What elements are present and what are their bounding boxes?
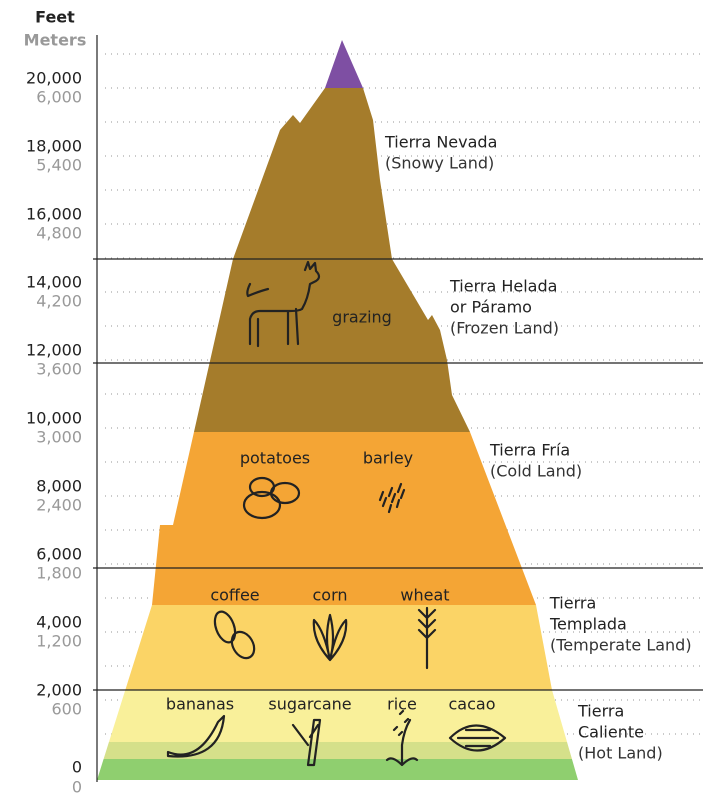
crop-label: grazing [332,308,392,327]
meters-tick-label: 1,200 [36,632,82,651]
meters-tick-label: 4,800 [36,224,82,243]
feet-tick-label: 0 [72,758,82,777]
meters-tick-label: 5,400 [36,156,82,175]
crop-label: wheat [400,586,449,605]
zone-translation: (Temperate Land) [550,636,692,655]
feet-tick-label: 6,000 [36,545,82,564]
meters-tick-label: 3,600 [36,360,82,379]
crop-label: sugarcane [268,695,351,714]
feet-title: Feet [35,8,75,27]
crop-label: barley [363,449,413,468]
altitude-diagram: Feet Meters 20,0006,00018,0005,40016,000… [0,0,703,797]
meters-tick-label: 0 [72,778,82,797]
meters-title: Meters [24,31,87,50]
crop-label: potatoes [240,449,310,468]
zone-name: Tierra Helada [449,277,557,296]
feet-tick-label: 8,000 [36,477,82,496]
crop-label: corn [312,586,347,605]
meters-tick-label: 2,400 [36,496,82,515]
zone-translation: (Cold Land) [490,462,582,481]
zone-name: Templada [549,615,627,634]
meters-tick-label: 600 [51,700,82,719]
feet-tick-label: 12,000 [26,341,82,360]
mountain [0,0,703,780]
feet-tick-label: 18,000 [26,137,82,156]
feet-tick-label: 14,000 [26,273,82,292]
meters-tick-label: 3,000 [36,428,82,447]
zone-name: Tierra Fría [489,441,570,460]
zone-name: or Páramo [450,298,532,317]
crop-label: bananas [166,695,234,714]
feet-tick-label: 2,000 [36,681,82,700]
zone-name: Tierra Nevada [384,133,497,152]
zone-name: Tierra [549,594,596,613]
zone-translation: (Snowy Land) [385,154,494,173]
feet-tick-label: 20,000 [26,69,82,88]
zone-translation: (Hot Land) [578,744,663,763]
crop-label: cacao [449,695,496,714]
feet-tick-label: 10,000 [26,409,82,428]
zone-name: Tierra [577,702,624,721]
meters-tick-label: 4,200 [36,292,82,311]
meters-tick-label: 6,000 [36,88,82,107]
feet-tick-label: 4,000 [36,613,82,632]
zone-translation: (Frozen Land) [450,319,559,338]
feet-tick-label: 16,000 [26,205,82,224]
meters-tick-label: 1,800 [36,564,82,583]
crop-label: rice [387,695,417,714]
crop-label: coffee [210,586,259,605]
zone-name: Caliente [578,723,644,742]
